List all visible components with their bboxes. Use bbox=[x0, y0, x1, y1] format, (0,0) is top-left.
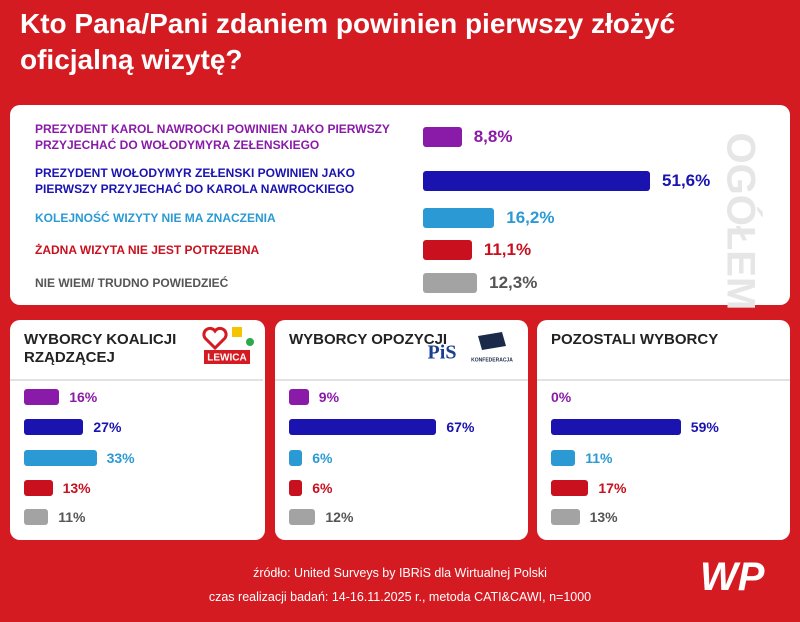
panel-title: WYBORCY OPOZYCJI bbox=[289, 331, 448, 348]
value-label: 11% bbox=[58, 509, 86, 525]
bar bbox=[423, 127, 462, 147]
category-label: ŻADNA WIZYTA NIE JEST POTRZEBNA bbox=[35, 243, 260, 257]
value-label: 11% bbox=[585, 450, 613, 466]
value-label: 13% bbox=[589, 509, 618, 525]
value-label: 9% bbox=[318, 389, 340, 405]
bar bbox=[24, 480, 53, 496]
overall-panel bbox=[10, 105, 790, 305]
bar bbox=[289, 509, 316, 525]
bar bbox=[551, 419, 681, 435]
icon bbox=[232, 327, 242, 337]
icon bbox=[246, 338, 254, 346]
title: Kto Pana/Pani zdaniem powinien pierwszy … bbox=[20, 8, 676, 75]
separator bbox=[10, 379, 263, 381]
value-label: 13% bbox=[62, 480, 91, 496]
value-label: 6% bbox=[312, 480, 333, 496]
category-label: KOLEJNOŚĆ WIZYTY NIE MA ZNACZENIA bbox=[35, 211, 276, 225]
icon bbox=[478, 332, 506, 350]
logo-text: LEWICA bbox=[207, 353, 246, 364]
value-label: 33% bbox=[106, 450, 135, 466]
value-label: 11,1% bbox=[483, 240, 532, 259]
value-label: 67% bbox=[446, 419, 475, 435]
value-label: 59% bbox=[690, 419, 719, 435]
category-label: PREZYDENT WOŁODYMYR ZEŁENSKI POWINIEN JA… bbox=[35, 166, 356, 196]
value-label: 51,6% bbox=[662, 171, 711, 190]
value-label: 12% bbox=[325, 509, 354, 525]
bar bbox=[289, 419, 437, 435]
category-label: NIE WIEM/ TRUDNO POWIEDZIEĆ bbox=[35, 276, 229, 290]
value-label: 6% bbox=[312, 450, 333, 466]
separator bbox=[537, 379, 790, 381]
bar bbox=[423, 240, 472, 260]
logo-text: PiS bbox=[428, 342, 457, 364]
brand-logo: WP bbox=[700, 555, 765, 599]
value-label: 16% bbox=[69, 389, 98, 405]
panel-title: POZOSTALI WYBORCY bbox=[551, 331, 719, 348]
value-label: 8,8% bbox=[473, 127, 513, 146]
bar bbox=[289, 389, 309, 405]
value-label: 27% bbox=[93, 419, 122, 435]
opposition-logos: PiS KONFEDERACJA bbox=[428, 332, 513, 364]
source-note: źródło: United Surveys by IBRiS dla Wirt… bbox=[253, 566, 547, 580]
heart-icon bbox=[202, 326, 228, 351]
value-label: 0% bbox=[551, 389, 572, 405]
bar bbox=[423, 208, 495, 228]
bar bbox=[551, 509, 580, 525]
bar bbox=[24, 450, 97, 466]
value-label: 12,3% bbox=[489, 273, 538, 292]
panel-title: WYBORCY KOALICJI RZĄDZĄCEJ bbox=[24, 331, 177, 366]
category-label: PREZYDENT KAROL NAWROCKI POWINIEN JAKO P… bbox=[35, 122, 390, 152]
bar bbox=[24, 509, 49, 525]
lewica-logo: LEWICA bbox=[202, 326, 254, 364]
panel-title: OGÓŁEM bbox=[718, 132, 763, 311]
bar bbox=[551, 480, 589, 496]
value-label: 16,2% bbox=[506, 208, 555, 227]
bar bbox=[423, 273, 478, 293]
bar bbox=[289, 450, 303, 466]
bar bbox=[551, 450, 576, 466]
separator bbox=[275, 379, 528, 381]
bar bbox=[289, 480, 303, 496]
logo-box bbox=[204, 350, 250, 364]
logo-text: KONFEDERACJA bbox=[471, 357, 513, 363]
bar bbox=[24, 389, 60, 405]
bar bbox=[423, 171, 651, 191]
value-label: 17% bbox=[598, 480, 627, 496]
method-note: czas realizacji badań: 14-16.11.2025 r.,… bbox=[208, 590, 592, 604]
bar bbox=[24, 419, 84, 435]
